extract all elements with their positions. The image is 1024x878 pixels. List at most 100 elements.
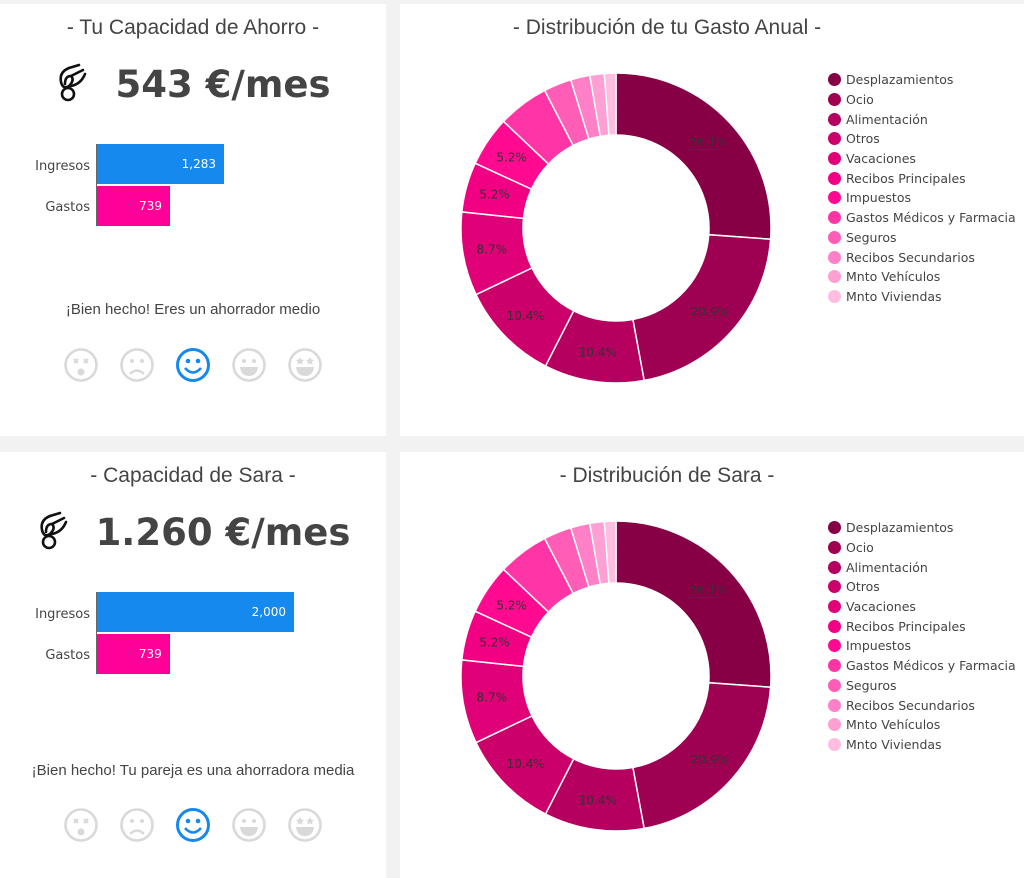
expense-distribution-panel: - Distribución de tu Gasto Anual -26.1% 2… [400,4,1024,436]
gastos-label: Gastos [45,648,90,663]
chart-legend: Desplazamientos Ocio Alimentación Otros Vaca… [828,518,1016,754]
gastos-bar: 739 [97,186,170,226]
legend-dot [828,659,841,673]
slice-value-label: 10.4% [507,309,545,323]
legend-item[interactable]: Seguros [828,676,1016,696]
hand-coin-icon [55,62,89,106]
slice-value-label: 5.2% [496,150,527,164]
legend-item[interactable]: Alimentación [828,557,1016,577]
legend-item[interactable]: Alimentación [828,109,1016,129]
legend-label: Recibos Secundarios [846,249,975,265]
legend-item[interactable]: Mnto Vehículos [828,267,1016,287]
legend-label: Ocio [846,540,874,556]
legend-item[interactable]: Recibos Principales [828,168,1016,188]
legend-dot [828,678,841,692]
legend-dot [828,541,841,555]
legend-item[interactable]: Desplazamientos [828,518,1016,538]
ingresos-bar: 1,283 [97,144,224,184]
star-eyes-face-icon [287,807,323,847]
legend-item[interactable]: Mnto Viviendas [828,287,1016,307]
legend-label: Recibos Principales [846,618,966,634]
dizzy-face-icon [63,347,99,387]
legend-label: Seguros [846,677,897,693]
legend-dot [828,270,841,284]
legend-dot [828,171,841,185]
legend-label: Desplazamientos [846,520,954,536]
slice-value-label: 5.2% [479,188,510,202]
gastos-bar: 739 [97,634,170,674]
legend-item[interactable]: Ocio [828,90,1016,110]
rating-faces [0,347,386,387]
legend-item[interactable]: Impuestos [828,636,1016,656]
legend-item[interactable]: Mnto Vehículos [828,715,1016,735]
legend-item[interactable]: Otros [828,577,1016,597]
legend-label: Recibos Principales [846,170,966,186]
chart-title: - Distribución de tu Gasto Anual - [512,16,822,39]
legend-label: Mnto Viviendas [846,736,942,752]
partner-savings-panel: - Capacidad de Sara - 1.260 €/mes Ingres… [0,452,386,878]
legend-item[interactable]: Gastos Médicos y Farmacia [828,656,1016,676]
legend-label: Mnto Viviendas [846,288,942,304]
slice-mnto-viviendas[interactable] [603,520,617,585]
legend-item[interactable]: Vacaciones [828,149,1016,169]
panel-title: - Tu Capacidad de Ahorro - [66,16,320,39]
legend-label: Vacaciones [846,599,916,615]
legend-dot [828,112,841,126]
gastos-label: Gastos [45,200,90,215]
legend-item[interactable]: Seguros [828,228,1016,248]
slice-value-label: 8.7% [477,242,508,256]
legend-dot [828,639,841,653]
savings-message: ¡Bien hecho! Eres un ahorrador medio [65,301,321,318]
legend-dot [828,250,841,264]
slice-value-label: 10.4% [579,794,617,808]
donut-chart: 26.1% 20.9% 10.4% 10.4% 8.7% 5.2% 5.2% [460,520,772,832]
ingresos-label: Ingresos [35,607,90,622]
legend-label: Otros [846,131,880,147]
legend-dot [828,230,841,244]
legend-label: Desplazamientos [846,72,954,88]
slice-mnto-viviendas[interactable] [603,72,617,137]
slice-value-label: 5.2% [479,636,510,650]
legend-item[interactable]: Recibos Secundarios [828,695,1016,715]
legend-label: Alimentación [846,111,928,127]
income-expense-chart: Ingresos 1,283 Gastos 739 [0,144,386,234]
grin-face-icon [231,347,267,387]
rating-faces [0,807,386,847]
amount-value: 543 €/mes [115,62,331,106]
legend-dot [828,289,841,303]
legend-dot [828,619,841,633]
income-expense-chart: Ingresos 2,000 Gastos 739 [0,592,386,682]
ingresos-label: Ingresos [35,159,90,174]
slice-desplazamientos[interactable] [615,520,772,689]
legend-label: Seguros [846,229,897,245]
ingresos-bar: 2,000 [97,592,294,632]
legend-dot [828,191,841,205]
legend-item[interactable]: Recibos Secundarios [828,247,1016,267]
legend-item[interactable]: Impuestos [828,188,1016,208]
donut-chart: 26.1% 20.9% 10.4% 10.4% 8.7% 5.2% 5.2% [460,72,772,384]
legend-item[interactable]: Desplazamientos [828,70,1016,90]
chart-legend: Desplazamientos Ocio Alimentación Otros Vaca… [828,70,1016,306]
smile-face-icon [175,807,211,847]
legend-label: Vacaciones [846,151,916,167]
legend-label: Otros [846,579,880,595]
legend-item[interactable]: Ocio [828,538,1016,558]
grin-face-icon [231,807,267,847]
legend-item[interactable]: Recibos Principales [828,616,1016,636]
slice-value-label: 20.9% [691,753,729,767]
legend-label: Ocio [846,92,874,108]
legend-item[interactable]: Mnto Viviendas [828,735,1016,755]
slice-value-label: 8.7% [477,690,508,704]
slice-value-label: 20.9% [691,305,729,319]
savings-amount: 543 €/mes [0,62,386,106]
legend-dot [828,600,841,614]
slice-desplazamientos[interactable] [615,72,772,241]
slice-value-label: 5.2% [496,598,527,612]
legend-dot [828,132,841,146]
legend-item[interactable]: Vacaciones [828,597,1016,617]
legend-item[interactable]: Gastos Médicos y Farmacia [828,208,1016,228]
slice-value-label: 10.4% [579,346,617,360]
legend-item[interactable]: Otros [828,129,1016,149]
hand-coin-icon [36,510,70,554]
legend-dot [828,580,841,594]
